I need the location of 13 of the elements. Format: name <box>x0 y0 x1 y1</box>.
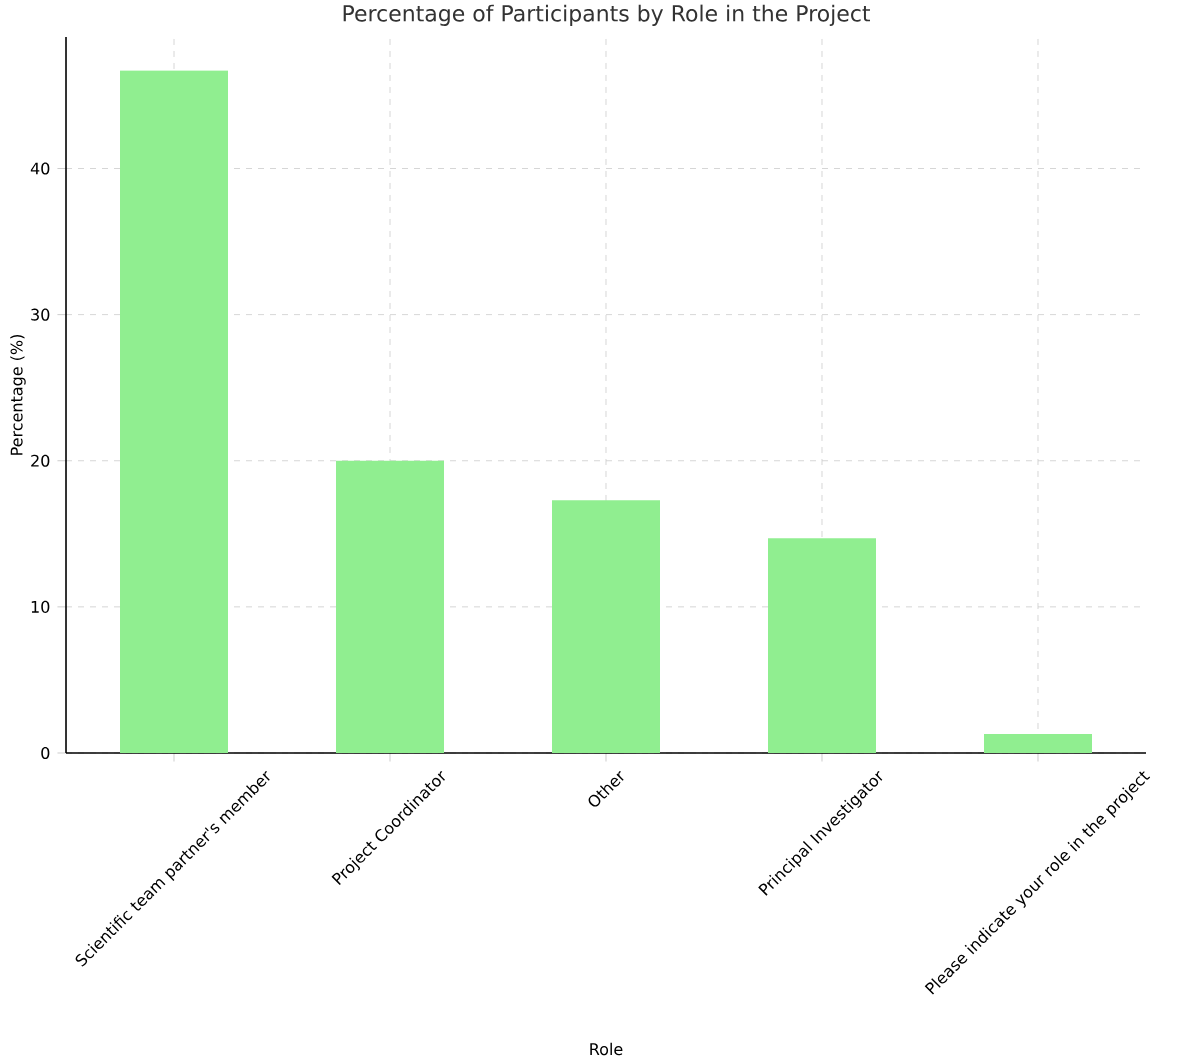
y-axis-title: Percentage (%) <box>10 334 26 455</box>
bar <box>120 70 228 753</box>
x-axis-title: Role <box>590 1042 623 1056</box>
bar <box>984 734 1092 753</box>
y-tick-label: 10 <box>31 600 50 613</box>
bar <box>336 460 444 753</box>
bar <box>552 500 660 753</box>
y-tick-label: 0 <box>41 746 50 760</box>
y-tick-label: 20 <box>31 454 50 467</box>
bar <box>768 538 876 753</box>
chart-title: Percentage of Participants by Role in the Project <box>343 4 871 26</box>
y-tick-label: 40 <box>30 162 50 175</box>
y-tick-label: 30 <box>31 308 50 321</box>
